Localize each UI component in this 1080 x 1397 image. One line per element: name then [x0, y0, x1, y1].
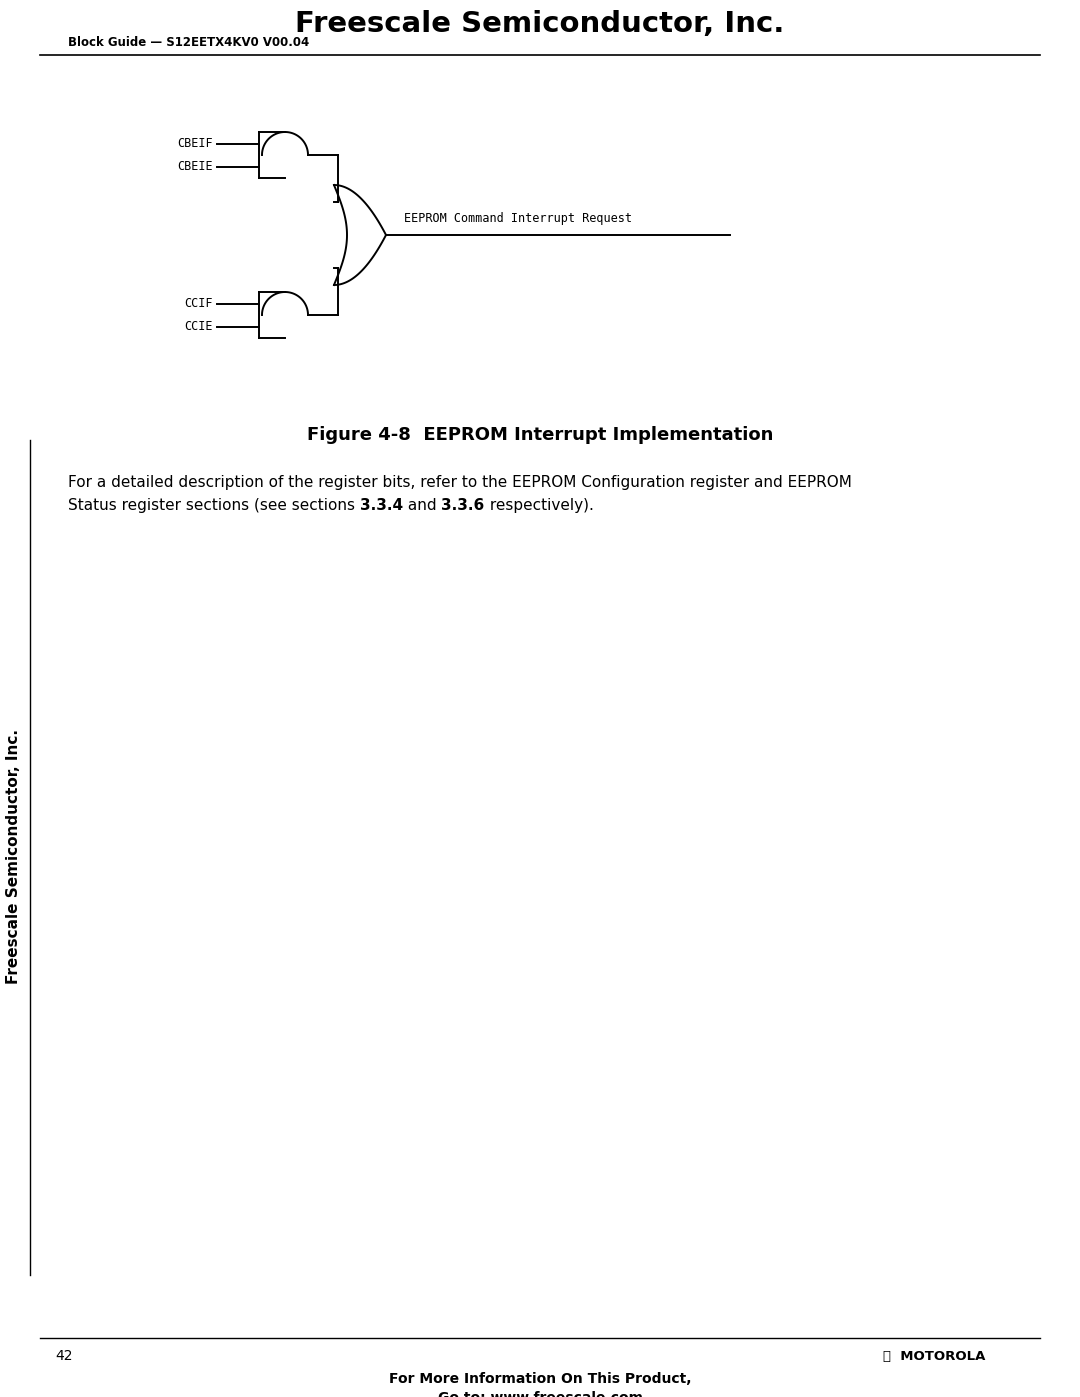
Text: CCIF: CCIF: [185, 298, 213, 310]
Text: CCIE: CCIE: [185, 320, 213, 332]
Text: 3.3.4: 3.3.4: [360, 497, 403, 513]
Text: EEPROM Command Interrupt Request: EEPROM Command Interrupt Request: [404, 212, 632, 225]
Text: Status register sections (see sections: Status register sections (see sections: [68, 497, 360, 513]
Text: Ⓜ  MOTOROLA: Ⓜ MOTOROLA: [882, 1350, 985, 1362]
Text: Figure 4-8  EEPROM Interrupt Implementation: Figure 4-8 EEPROM Interrupt Implementati…: [307, 426, 773, 444]
Text: CBEIF: CBEIF: [177, 137, 213, 149]
Text: For More Information On This Product,
Go to: www.freescale.com: For More Information On This Product, Go…: [389, 1372, 691, 1397]
Text: For a detailed description of the register bits, refer to the EEPROM Configurati: For a detailed description of the regist…: [68, 475, 852, 490]
Text: respectively).: respectively).: [485, 497, 594, 513]
Text: 3.3.6: 3.3.6: [442, 497, 485, 513]
Text: CBEIE: CBEIE: [177, 161, 213, 173]
Text: 42: 42: [55, 1350, 72, 1363]
Text: Block Guide — S12EETX4KV0 V00.04: Block Guide — S12EETX4KV0 V00.04: [68, 36, 309, 49]
Text: and: and: [403, 497, 442, 513]
Text: Freescale Semiconductor, Inc.: Freescale Semiconductor, Inc.: [295, 10, 785, 38]
Text: Freescale Semiconductor, Inc.: Freescale Semiconductor, Inc.: [6, 729, 22, 985]
